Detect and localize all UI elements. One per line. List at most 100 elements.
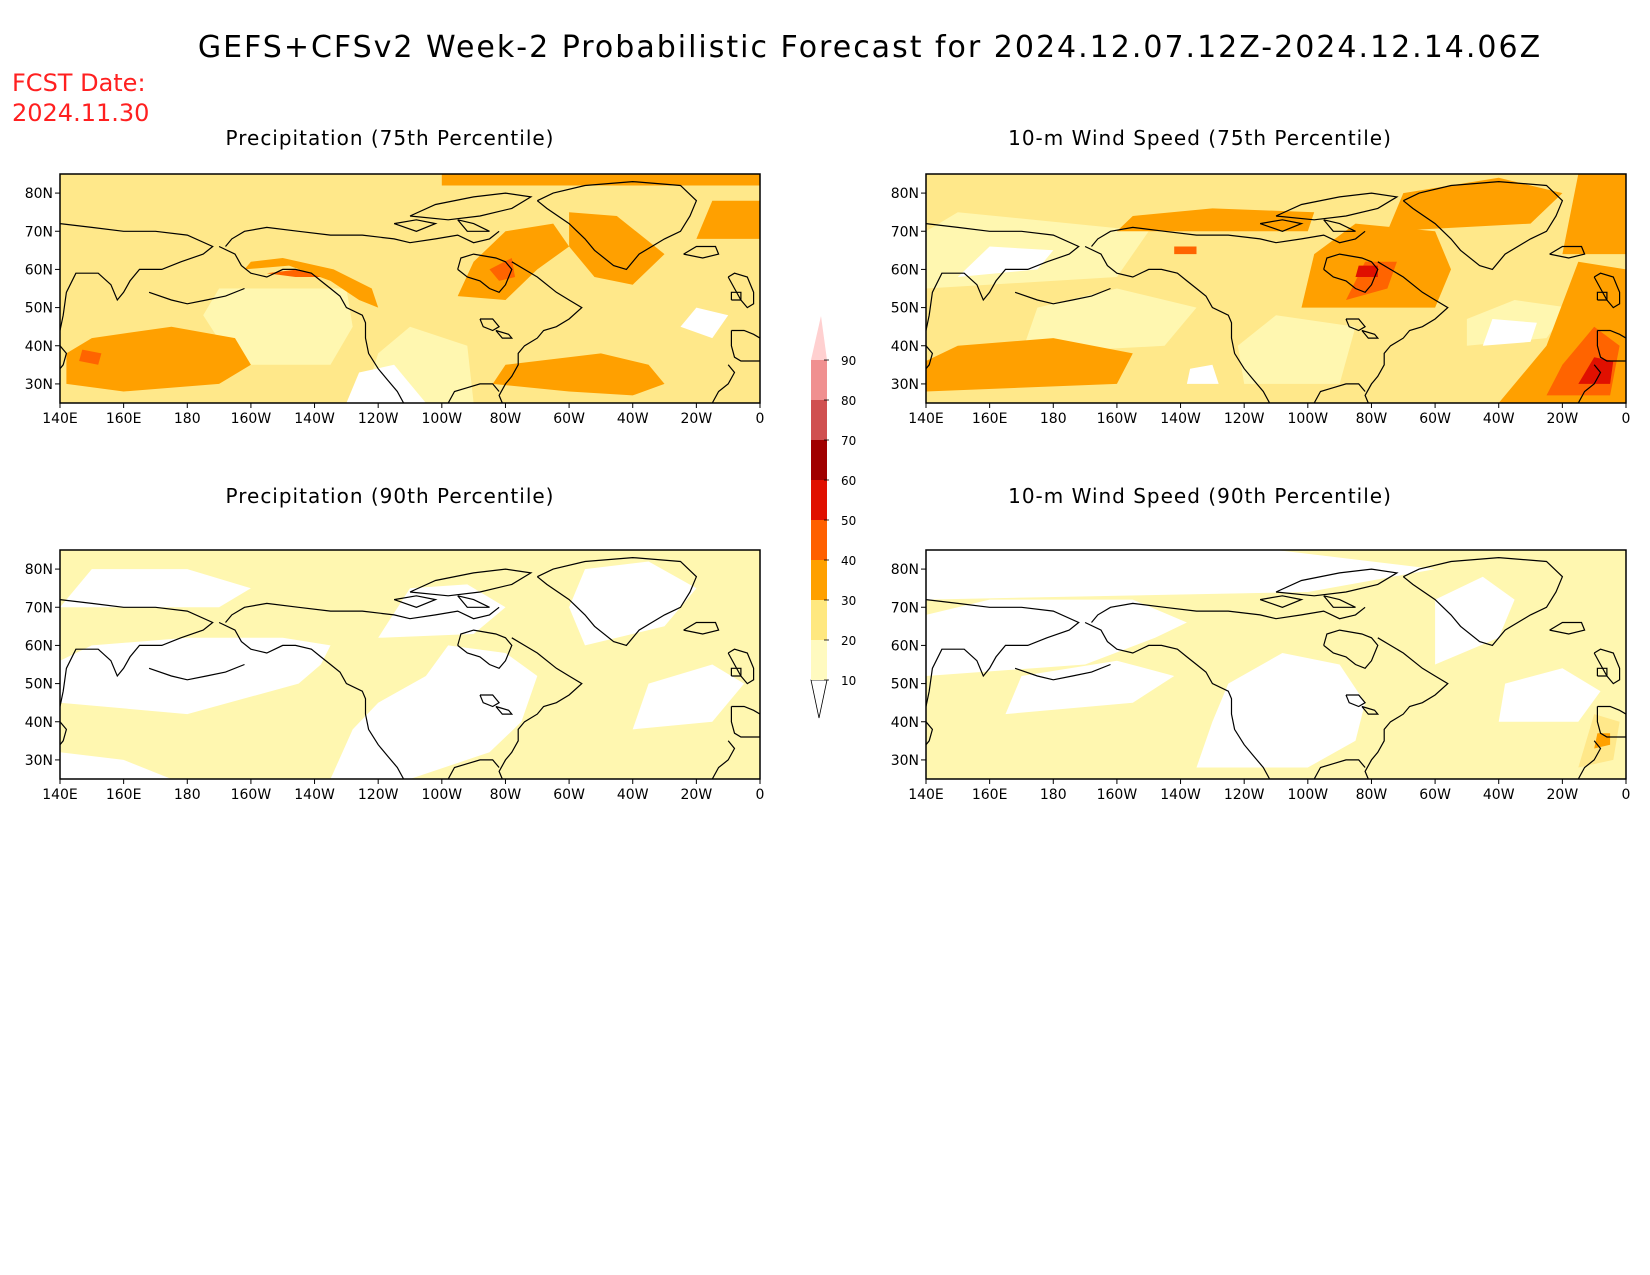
coastline — [498, 637, 583, 779]
map-wind-75: 80N 70N 60N 50N 40N 30N 140E 160E 180 160W 140W 120… — [891, 173, 1631, 427]
lat-tick-label: 40N — [891, 339, 919, 355]
shaded-region — [926, 550, 1436, 600]
lat-tick-label: 60N — [25, 638, 53, 654]
lon-tick-label: 20W — [681, 787, 713, 803]
colorbar-box — [811, 640, 827, 680]
lon-tick-label: 140W — [1160, 411, 1201, 427]
shaded-region — [569, 212, 665, 285]
coastline — [1313, 383, 1366, 403]
colorbar-box — [811, 400, 827, 440]
coastline — [926, 223, 1080, 331]
coastline — [1402, 556, 1564, 647]
shaded-region — [60, 637, 331, 715]
coastline — [730, 667, 742, 677]
colorbar-box — [811, 600, 827, 640]
lon-tick-label: 20W — [681, 411, 713, 427]
colorbar-label: 20 — [841, 634, 856, 648]
forecast-date-value: 2024.11.30 — [12, 99, 150, 127]
coastline — [60, 345, 68, 370]
coastline — [225, 226, 500, 247]
lon-tick-label: 180 — [1040, 787, 1067, 803]
coastline — [1323, 595, 1356, 608]
lon-tick-label: 160W — [1097, 411, 1138, 427]
shaded-region — [79, 349, 102, 365]
lon-tick-label: 140W — [1160, 787, 1201, 803]
lon-tick-label: 0 — [756, 411, 765, 427]
lon-tick-label: 0 — [1622, 411, 1631, 427]
coastline — [1364, 261, 1449, 403]
lon-tick-label: 180 — [174, 411, 201, 427]
lat-tick-label: 80N — [25, 562, 53, 578]
coastline — [1084, 245, 1271, 403]
shaded-region — [926, 599, 1187, 676]
panel-title-wind-90: 10-m Wind Speed (90th Percentile) — [1008, 484, 1392, 508]
shaded-region — [1346, 261, 1397, 300]
shaded-region — [632, 664, 745, 730]
colorbar-box — [811, 560, 827, 600]
lon-tick-label: 40W — [617, 787, 649, 803]
colorbar-label: 60 — [841, 474, 856, 488]
coastline — [1323, 219, 1356, 232]
coastline — [1361, 329, 1380, 339]
coastline — [1323, 629, 1379, 670]
coastline — [1313, 759, 1366, 779]
colorbar-label: 70 — [841, 434, 856, 448]
shaded-region — [1186, 364, 1219, 384]
lon-tick-label: 120W — [358, 411, 399, 427]
lon-tick-label: 20W — [1547, 411, 1579, 427]
lat-tick-label: 40N — [25, 339, 53, 355]
shaded-region — [266, 269, 321, 277]
shaded-region — [1562, 174, 1626, 255]
map-precip-75: 80N 70N 60N 50N 40N 30N 140E 160E 180 160W 140W 120… — [25, 173, 765, 427]
map-frame — [59, 549, 761, 780]
lat-tick-label: 30N — [891, 753, 919, 769]
coastline — [1549, 621, 1586, 635]
lat-tick-label: 50N — [891, 677, 919, 693]
shaded-region — [66, 326, 251, 392]
lon-tick-label: 160E — [106, 787, 142, 803]
main-title: GEFS+CFSv2 Week-2 Probabilistic Forecast… — [197, 30, 1543, 65]
lat-tick-label: 40N — [25, 715, 53, 731]
colorbar-box — [811, 360, 827, 400]
colorbar-label: 90 — [841, 354, 856, 368]
shaded-region — [346, 364, 426, 403]
coastline — [60, 599, 214, 707]
lon-tick-label: 80W — [1356, 787, 1388, 803]
map-wind-90: 80N 70N 60N 50N 40N 30N 140E 160E 180 160W 140W 120… — [891, 549, 1630, 803]
coastline — [1596, 705, 1626, 738]
coastline — [1596, 291, 1608, 301]
shaded-region — [60, 569, 251, 608]
lat-tick-label: 70N — [891, 600, 919, 616]
coastline — [409, 192, 533, 221]
lon-tick-label: 0 — [756, 787, 765, 803]
shaded-region — [457, 223, 570, 300]
shaded-region — [244, 258, 379, 308]
coastline — [711, 740, 736, 779]
shaded-region — [1021, 288, 1197, 354]
coastline — [393, 219, 438, 232]
lon-tick-label: 160W — [231, 411, 272, 427]
coastline — [479, 318, 501, 332]
shaded-region — [441, 174, 760, 186]
coastline — [1014, 287, 1111, 305]
coastline — [1091, 226, 1366, 247]
shaded-region — [1196, 653, 1366, 768]
coastline — [457, 219, 490, 232]
coastline — [1275, 192, 1399, 221]
coastline — [495, 705, 514, 715]
lon-tick-label: 160W — [1097, 787, 1138, 803]
colorbar: 10 20 30 40 50 60 70 80 90 — [810, 316, 856, 719]
lat-tick-label: 30N — [25, 753, 53, 769]
coastline — [1596, 667, 1608, 677]
lon-tick-label: 60W — [553, 411, 585, 427]
coastline — [1323, 253, 1379, 294]
lon-tick-label: 140W — [294, 411, 335, 427]
coastline — [926, 721, 934, 746]
coastline — [498, 261, 583, 403]
coastline — [536, 180, 698, 271]
forecast-date-block: FCST Date: 2024.11.30 — [12, 68, 149, 128]
lon-tick-label: 140E — [908, 787, 944, 803]
coastline — [683, 245, 720, 259]
map-precip-90: 80N 70N 60N 50N 40N 30N 140E 160E 180 160W 140W 120… — [25, 549, 765, 803]
